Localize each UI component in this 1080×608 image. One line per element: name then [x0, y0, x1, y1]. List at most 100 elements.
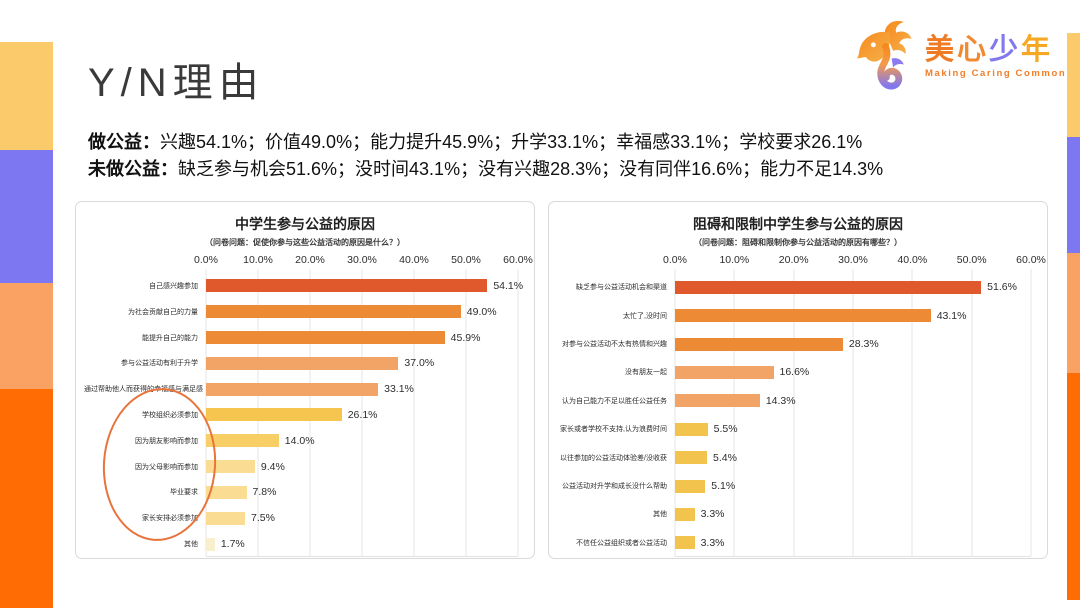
right-accent-stripe [1067, 33, 1080, 600]
x-axis-tick-label: 60.0% [503, 254, 533, 266]
category-label: 其他 [653, 511, 667, 519]
brand-name-char: 美 [925, 33, 958, 66]
bar [206, 356, 399, 370]
bar-track: 45.9% [206, 331, 518, 345]
bar-row: 家长或者学校不支持,认为浪费时间 5.5% [557, 415, 1039, 443]
bar-row: 公益活动对升学和成长没什么帮助 5.1% [557, 472, 1039, 500]
summary-line-do-values: 兴趣54.1%；价值49.0%；能力提升45.9%；升学33.1%；幸福感33.… [160, 132, 863, 152]
chart-subtitle: （问卷问题：阻碍和限制你参与公益活动的原因有哪些？） [694, 238, 902, 247]
summary-line-dont: 未做公益：缺乏参与机会51.6%；没时间43.1%；没有兴趣28.3%；没有同伴… [88, 156, 883, 183]
bar-track: 54.1% [206, 279, 523, 293]
bar-track: 5.4% [675, 451, 1031, 465]
bar-row: 不信任公益组织或者公益活动 3.3% [557, 529, 1039, 557]
plot-area: 缺乏参与公益活动机会和渠道 51.6% 太忙了,没时间 43.1% 对参与公益活动不太有… [557, 269, 1039, 561]
category-label: 毕业要求 [170, 489, 198, 497]
dragon-logo-icon [843, 16, 919, 98]
category-label: 能提升自己的能力 [142, 334, 198, 342]
category-label: 参与公益活动有利于升学 [121, 360, 198, 368]
value-label: 7.8% [252, 486, 277, 499]
bar-track: 3.3% [675, 507, 1031, 521]
value-label: 5.4% [713, 451, 737, 464]
summary-line-dont-label: 未做公益： [88, 159, 178, 179]
bar-track: 5.5% [675, 422, 1031, 436]
value-label: 37.0% [404, 357, 435, 370]
bar-row: 其他 1.7% [84, 531, 526, 557]
plot-area: 自己感兴趣参加 54.1% 为社会贡献自己的力量 49.0% 能提升自己的能力 45.9%… [84, 269, 526, 561]
gridline [413, 269, 415, 556]
bar-row: 认为自己能力不足以胜任公益任务 14.3% [557, 387, 1039, 415]
gridline [971, 269, 973, 556]
stripe-segment-deep-orange [1067, 373, 1080, 600]
page-title: Y/N理由 [88, 61, 265, 105]
category-label: 对参与公益活动不太有热情和兴趣 [562, 341, 667, 349]
gridlines [674, 269, 1032, 557]
brand-tagline: Making Caring Common [925, 68, 1067, 80]
bar-track: 7.5% [206, 511, 518, 525]
bar-rows: 缺乏参与公益活动机会和渠道 51.6% 太忙了,没时间 43.1% 对参与公益活动不太有… [557, 273, 1039, 557]
bar [206, 434, 279, 448]
bar-row: 因为父母影响而参加 9.4% [84, 454, 526, 480]
bar [206, 279, 488, 293]
left-accent-stripe [0, 0, 53, 608]
stripe-segment-yellow [1067, 33, 1080, 137]
chart-title: 阻碍和限制中学生参与公益的原因 [693, 216, 903, 232]
bar-row: 其他 3.3% [557, 500, 1039, 528]
category-label: 家长安排必须参加 [142, 515, 198, 523]
stripe-segment-orange [0, 283, 53, 389]
brand-name-char: 少 [989, 33, 1022, 66]
x-axis-tick-label: 0.0% [194, 254, 218, 266]
bar-row: 缺乏参与公益活动机会和渠道 51.6% [557, 273, 1039, 301]
x-axis-ticks: 0.0% 10.0% 20.0% 30.0% 40.0% 50.0% 60.0% [194, 254, 533, 269]
x-axis-tick-label: 30.0% [838, 254, 868, 266]
x-axis-tick-label: 40.0% [399, 254, 429, 266]
stripe-segment-orange [1067, 253, 1080, 373]
bar-row: 家长安排必须参加 7.5% [84, 505, 526, 531]
category-label: 以往参加的公益活动体验差/没收获 [560, 454, 667, 462]
bar-row: 对参与公益活动不太有热情和兴趣 28.3% [557, 330, 1039, 358]
axis-spacer [84, 254, 206, 269]
category-label: 因为朋友影响而参加 [135, 437, 198, 445]
gridline [793, 269, 795, 556]
bar-track: 33.1% [206, 382, 518, 396]
category-label: 缺乏参与公益活动机会和渠道 [576, 284, 667, 292]
x-axis-tick-label: 10.0% [719, 254, 750, 266]
bar-row: 没有朋友一起 16.6% [557, 358, 1039, 386]
gridline [733, 269, 735, 556]
bar-track: 37.0% [206, 356, 518, 370]
value-label: 3.3% [700, 508, 725, 521]
value-label: 1.7% [220, 538, 245, 551]
stripe-segment-white [0, 0, 53, 42]
bar-row: 参与公益活动有利于升学 37.0% [84, 350, 526, 376]
x-axis-tick-label: 50.0% [956, 254, 987, 266]
brand-name: 美心少年 [925, 34, 1053, 66]
chart-subtitle: （问卷问题：促使你参与这些公益活动的原因是什么？） [205, 238, 405, 247]
value-label: 54.1% [493, 279, 524, 292]
x-axis-tick-label: 30.0% [347, 254, 377, 266]
gridline [1030, 269, 1032, 556]
chart-title: 中学生参与公益的原因 [235, 216, 375, 232]
value-label: 26.1% [347, 408, 378, 421]
bar-track: 14.3% [675, 394, 1031, 408]
bar-track: 14.0% [206, 434, 518, 448]
bar-row: 学校组织必须参加 26.1% [84, 402, 526, 428]
x-axis: 0.0% 10.0% 20.0% 30.0% 40.0% 50.0% 60.0% [84, 254, 533, 269]
bar [675, 507, 695, 521]
value-label: 14.3% [765, 394, 796, 407]
bar-track: 26.1% [206, 408, 518, 422]
category-label: 为社会贡献自己的力量 [128, 308, 198, 316]
stripe-segment-yellow [0, 42, 53, 150]
bar-track: 3.3% [675, 536, 1031, 550]
category-label: 自己感兴趣参加 [149, 282, 198, 290]
bar-row: 太忙了,没时间 43.1% [557, 301, 1039, 329]
value-label: 5.1% [711, 480, 736, 493]
value-label: 45.9% [450, 331, 481, 344]
bar [206, 408, 342, 422]
category-label: 因为父母影响而参加 [135, 463, 198, 471]
chart-panel-obstacle-reasons: 阻碍和限制中学生参与公益的原因 （问卷问题：阻碍和限制你参与公益活动的原因有哪些… [548, 201, 1048, 559]
value-label: 9.4% [260, 460, 285, 473]
brand-logo: 美心少年 Making Caring Common [843, 16, 1066, 98]
gridline [911, 269, 913, 556]
bar-row: 为社会贡献自己的力量 49.0% [84, 299, 526, 325]
stripe-segment-deep-orange [0, 389, 53, 608]
x-axis-tick-label: 20.0% [778, 254, 809, 266]
